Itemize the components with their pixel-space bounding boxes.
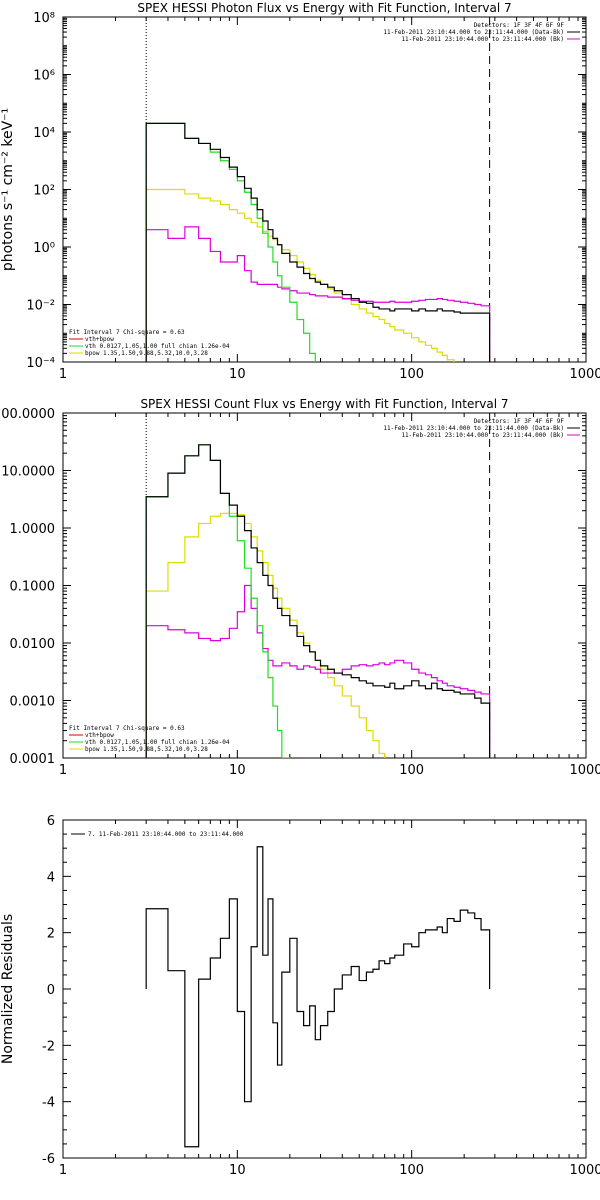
x-tick-label: 100	[399, 763, 424, 778]
series-line-bkg	[145, 226, 491, 362]
x-tick-label: 1000	[569, 763, 600, 778]
legend-entry: 11-Feb-2011 23:10:44.000 to 23:11:44.000…	[383, 425, 564, 432]
legend-entry: Detectors: 1F 3F 4F 6F 9F	[474, 22, 565, 29]
y-tick-label: 10⁸	[33, 11, 55, 26]
series-line-total	[145, 122, 491, 362]
legend-entry: bpow 1.35,1.50,9.88,5.32,10.0,3.28	[85, 746, 208, 753]
x-tick-label: 10	[229, 763, 246, 778]
series-line-total	[145, 846, 491, 1148]
y-tick-label: 10²	[33, 184, 55, 199]
plot-1: SPEX HESSI Photon Flux vs Energy with Fi…	[0, 1, 600, 382]
y-tick-label: 10⁴	[33, 126, 55, 141]
legend-entry: Fit Interval 7 Chi-square = 0.63	[69, 725, 185, 732]
y-tick-label: -2	[42, 1039, 55, 1054]
y-tick-label: 6	[47, 814, 55, 829]
legend-entry: 7. 11-Feb-2011 23:10:44.000 to 23:11:44.…	[88, 831, 244, 838]
y-tick-label: 10⁰	[33, 241, 55, 256]
plot-frame	[62, 412, 587, 759]
legend-entry: vth 0.0127,1.05,1.00 full chian 1.26e-04	[85, 739, 230, 746]
y-tick-label: 0.1000	[10, 580, 56, 595]
x-tick-label: 1	[59, 763, 67, 778]
plot-frame	[62, 16, 587, 363]
y-axis-label: photons s⁻¹ cm⁻² keV⁻¹	[0, 108, 16, 271]
plot-area	[145, 413, 491, 758]
legend-entry: bpow 1.35,1.50,9.88,5.32,10.0,3.28	[85, 350, 208, 357]
legend-entry: Detectors: 1F 3F 4F 6F 9F	[474, 418, 565, 425]
plot-frame	[62, 819, 587, 1159]
x-tick-label: 100	[399, 367, 424, 382]
y-tick-label: 10⁻²	[26, 299, 55, 314]
x-tick-label: 1	[59, 367, 67, 382]
legend-entry: vth 0.0127,1.05,1.00 full chian 1.26e-04	[85, 343, 230, 350]
y-axis-label: Normalized Residuals	[0, 914, 16, 1064]
y-tick-label: 0.0100	[10, 637, 56, 652]
legend-entry: 11-Feb-2011 23:10:44.000 to 23:11:44.000…	[401, 432, 564, 439]
y-tick-label: 0	[47, 983, 55, 998]
x-tick-label: 10	[229, 367, 246, 382]
y-tick-label: 100.0000	[0, 407, 55, 422]
x-tick-label: 1000	[569, 1163, 600, 1178]
legend-entry: vth+bpow	[85, 336, 114, 343]
x-tick-label: 100	[399, 1163, 424, 1178]
legend-entry: Fit Interval 7 Chi-square = 0.63	[69, 329, 185, 336]
series-line-total	[145, 444, 491, 758]
y-tick-label: 2	[47, 927, 55, 942]
legend-entry: 11-Feb-2011 23:10:44.000 to 23:11:44.000…	[401, 36, 564, 43]
y-tick-label: -6	[42, 1152, 55, 1167]
y-tick-label: 10⁶	[33, 69, 55, 84]
x-tick-label: 10	[229, 1163, 246, 1178]
x-tick-label: 1000	[569, 367, 600, 382]
y-tick-label: 10.0000	[1, 465, 55, 480]
plot-area	[145, 17, 491, 362]
y-tick-label: 10⁻⁴	[26, 356, 55, 371]
legend-entry: 11-Feb-2011 23:10:44.000 to 23:11:44.000…	[383, 29, 564, 36]
plot-area	[145, 846, 491, 1148]
plot-3: 1 10 100 1000 -6 -4 -2 0 2 4 6 Normalized Residuals…	[0, 814, 600, 1178]
series-line-bpow	[145, 512, 386, 758]
legend-entry: vth+bpow	[85, 732, 114, 739]
y-tick-label: 1.0000	[10, 522, 56, 537]
plot-title: SPEX HESSI Count Flux vs Energy with Fit…	[140, 397, 508, 411]
plot-title: SPEX HESSI Photon Flux vs Energy with Fi…	[137, 1, 511, 15]
y-tick-label: 0.0010	[10, 695, 56, 710]
y-tick-label: 4	[47, 870, 55, 885]
y-tick-label: 0.0001	[10, 752, 56, 767]
plot-2: SPEX HESSI Count Flux vs Energy with Fit…	[0, 397, 600, 778]
y-tick-label: -4	[42, 1096, 55, 1111]
x-tick-label: 1	[59, 1163, 67, 1178]
